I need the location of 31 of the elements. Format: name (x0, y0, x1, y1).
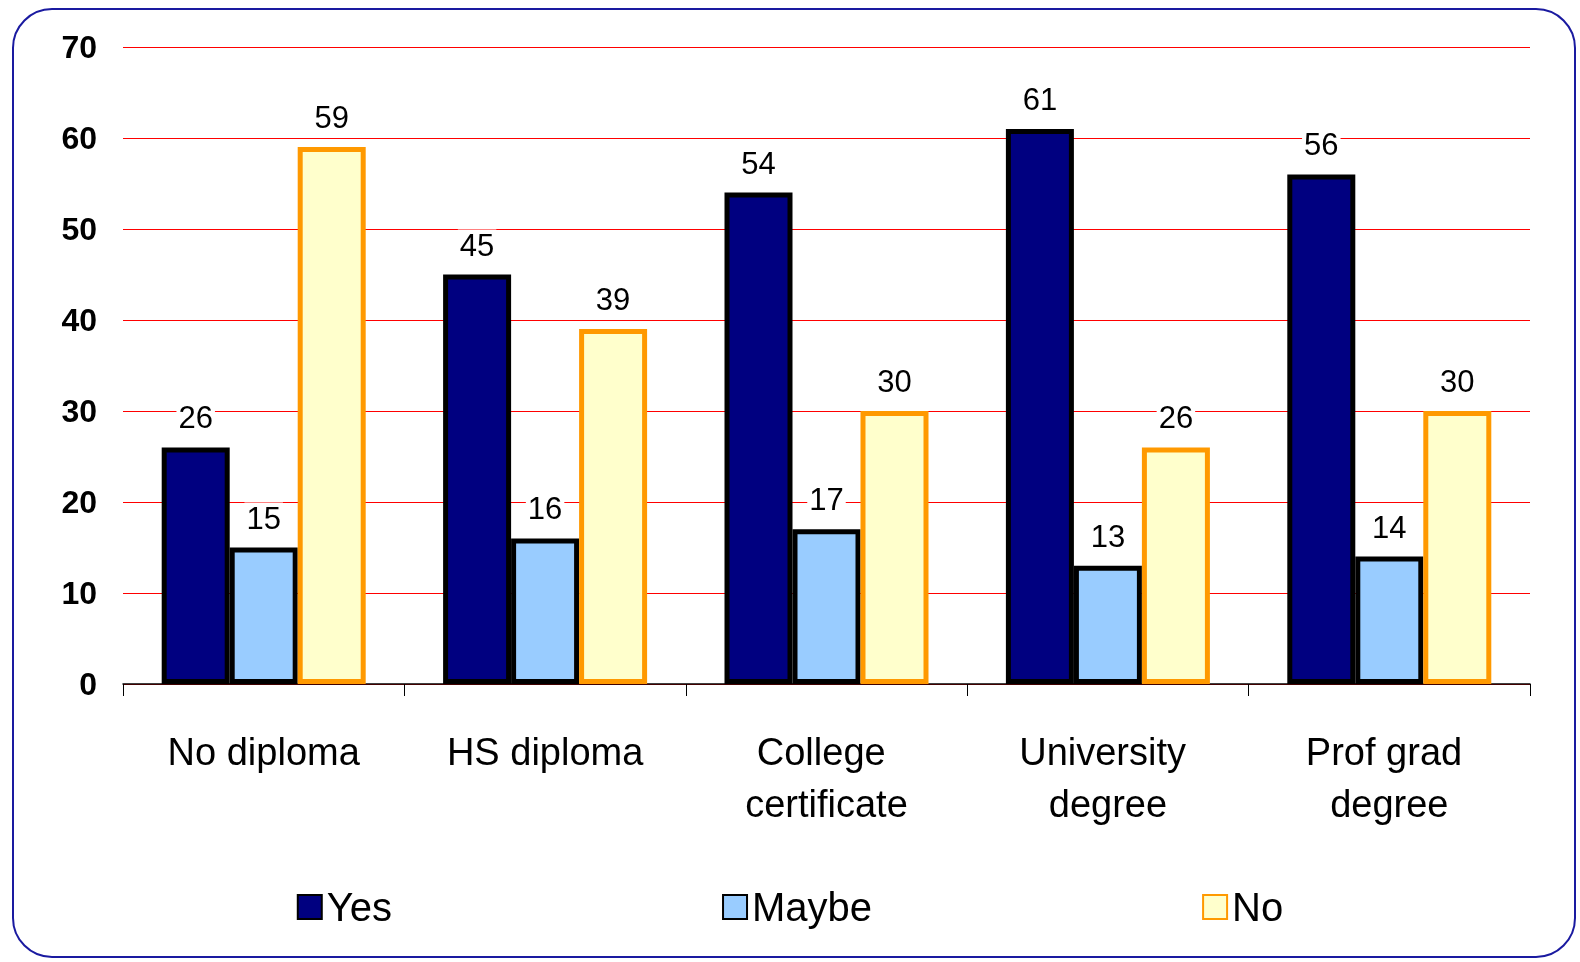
data-label: 59 (314, 100, 349, 136)
data-label: 61 (1022, 81, 1058, 117)
data-label: 54 (741, 145, 776, 181)
y-tick-label: 50 (61, 211, 97, 247)
data-label: 45 (459, 227, 495, 263)
y-tick-label: 70 (61, 29, 97, 65)
x-tick-label: University degree (1019, 731, 1197, 825)
data-label: 30 (877, 364, 912, 399)
y-tick-label: 20 (61, 484, 97, 520)
y-tick-label: 40 (61, 302, 97, 338)
legend-label: Maybe (752, 885, 873, 929)
y-tick-label: 60 (61, 120, 97, 156)
data-label: 30 (1440, 364, 1475, 399)
data-label: 15 (246, 500, 281, 536)
data-label: 26 (178, 400, 213, 436)
legend-label: No (1232, 885, 1284, 929)
data-label: 56 (1304, 127, 1339, 163)
data-label: 17 (809, 482, 844, 518)
y-tick-label: 0 (79, 666, 97, 702)
legend-label: Yes (326, 885, 393, 929)
data-label: 14 (1372, 509, 1407, 545)
data-label: 16 (527, 491, 563, 527)
data-label: 39 (595, 282, 631, 318)
x-tick-label: College certificate (745, 731, 908, 825)
x-tick-label: HS diploma (446, 731, 645, 773)
data-label: 26 (1158, 400, 1194, 436)
y-tick-label: 30 (61, 393, 97, 429)
x-tick-label: Prof grad degree (1305, 731, 1473, 825)
data-label: 13 (1090, 518, 1126, 554)
y-tick-label: 10 (61, 575, 97, 611)
x-tick-label: No diploma (167, 731, 361, 773)
